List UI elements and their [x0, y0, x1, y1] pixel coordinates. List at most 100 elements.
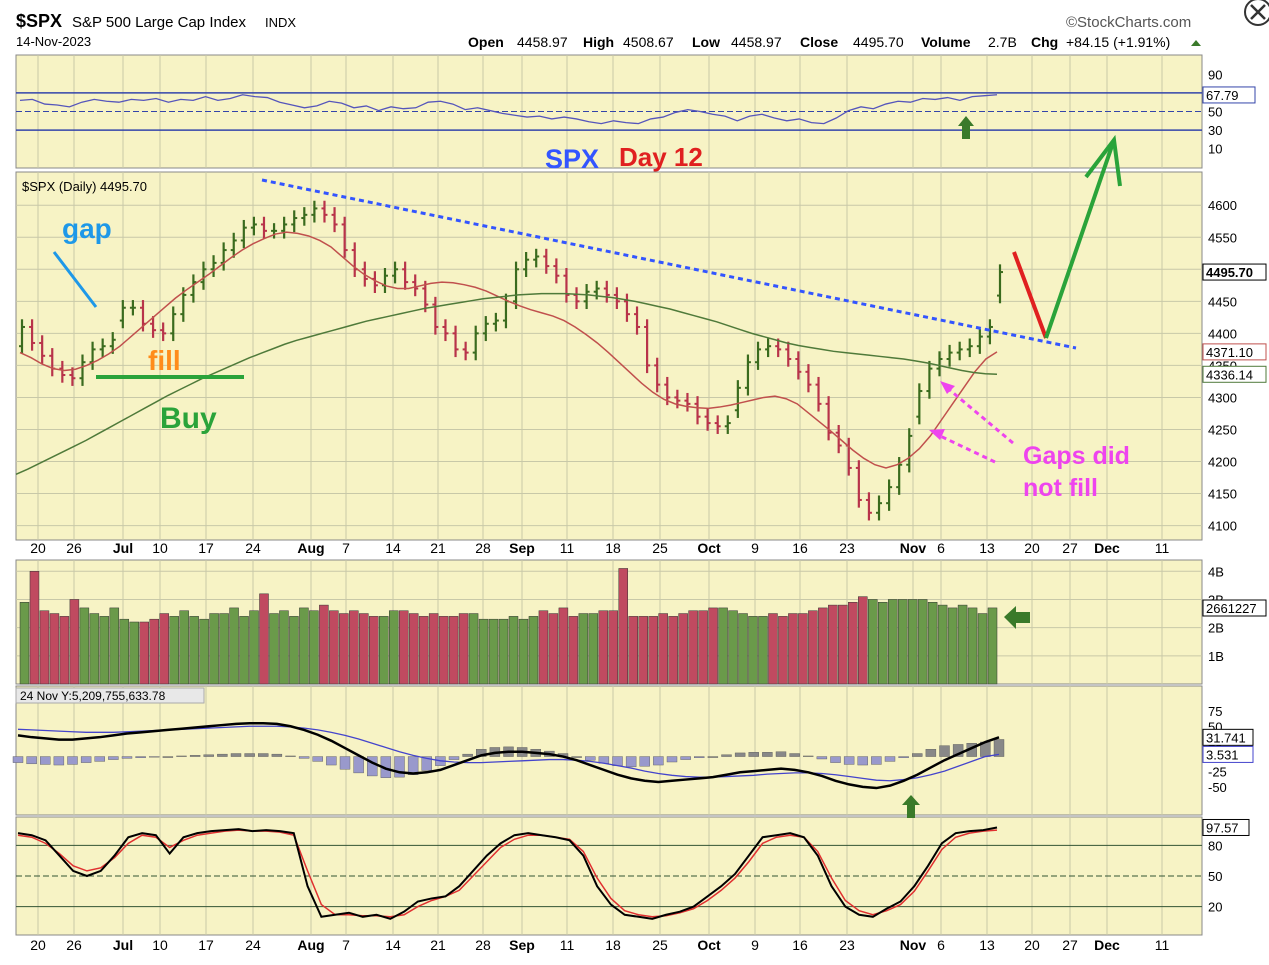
- x-tick-label: Jul: [113, 540, 133, 556]
- volume-bar: [518, 618, 529, 685]
- volume-bar: [438, 616, 449, 685]
- volume-bar: [808, 610, 818, 685]
- close-price-label: 4495.70: [1206, 265, 1253, 280]
- ohlc-bar: [69, 367, 76, 386]
- rsi-line: [19, 94, 998, 125]
- ohlc-bar: [492, 312, 499, 332]
- macd-histogram-bar: [40, 756, 51, 765]
- x-tick-label: 17: [198, 937, 214, 953]
- macd-histogram-bar: [326, 756, 337, 766]
- x-tick-label: 23: [839, 937, 855, 953]
- x-tick-label: 16: [792, 540, 808, 556]
- ohlc-bar: [785, 341, 792, 367]
- close-price-label-box: [1202, 263, 1267, 281]
- x-tick-label: 23: [839, 540, 855, 556]
- volume-bar: [159, 613, 169, 685]
- volume-label: Volume: [921, 34, 971, 50]
- volume-bar: [848, 602, 858, 685]
- volume-value-box: [1202, 599, 1267, 617]
- macd-histogram-bar: [26, 756, 37, 765]
- macd-histogram-bar: [993, 739, 1005, 757]
- panel-price: [15, 171, 1203, 541]
- x-tick-label: 18: [605, 540, 621, 556]
- ohlc-bar: [714, 415, 721, 434]
- green-arrow-head: [1084, 134, 1122, 187]
- macd-histogram-bar: [612, 756, 623, 766]
- close-icon[interactable]: [1244, 0, 1269, 26]
- ohlc-bar: [553, 258, 560, 284]
- ohlc-bar: [39, 335, 46, 364]
- macd-histogram-bar: [230, 753, 242, 757]
- macd-date-box: [15, 687, 205, 704]
- macd-histogram-bar: [12, 756, 24, 763]
- volume-bar: [179, 610, 189, 685]
- fill-annotation: fill: [148, 345, 181, 376]
- macd-histogram-bar: [898, 756, 909, 758]
- macd-tick-label: 75: [1208, 704, 1222, 719]
- ohlc-bar: [986, 319, 993, 345]
- macd-histogram-bar: [625, 756, 637, 768]
- gaps-pointer-lower: [935, 432, 996, 464]
- chg-value: +84.15 (+1.91%): [1066, 34, 1170, 50]
- macd-histogram-bar: [421, 756, 432, 771]
- volume-bar: [718, 607, 728, 685]
- volume-bar: [189, 616, 199, 685]
- ohlc-bar: [29, 319, 36, 351]
- x-tick-label: 21: [430, 540, 446, 556]
- volume-bar: [818, 607, 828, 685]
- volume-bar: [209, 613, 219, 685]
- volume-bar: [788, 613, 798, 685]
- ohlc-bar: [634, 306, 641, 335]
- price-tick-label: 4250: [1208, 422, 1237, 437]
- volume-bar: [608, 610, 619, 685]
- ohlc-bar: [200, 261, 207, 290]
- ma-fast-label-box: [1202, 343, 1267, 361]
- volume-bar: [468, 613, 479, 685]
- volume-bar: [877, 602, 888, 685]
- macd-histogram-bar: [367, 756, 378, 777]
- volume-bar: [129, 621, 140, 685]
- buy-annotation: Buy: [160, 402, 217, 435]
- ohlc-bar: [876, 495, 883, 521]
- x-tick-label: 10: [152, 937, 168, 953]
- ohlc-bar: [291, 210, 298, 233]
- annotations: gap fill Buy SPX Day 12 Gaps did not fil…: [52, 116, 1130, 818]
- ohlc-bar: [412, 274, 419, 297]
- ohlc-bar: [422, 280, 429, 313]
- x-tick-label: Dec: [1094, 937, 1120, 953]
- volume-bar: [299, 607, 309, 685]
- x-tick-label: 20: [30, 540, 46, 556]
- x-tick-label: 13: [979, 937, 995, 953]
- macd-histogram-bar: [734, 752, 746, 757]
- volume-bar: [498, 618, 509, 685]
- rsi-up-arrow-icon: [958, 116, 974, 139]
- macd-date-label: 24 Nov Y:5,209,755,633.78: [20, 689, 166, 703]
- ohlc-bar: [442, 319, 449, 342]
- ohlc-bar: [674, 389, 681, 409]
- volume-bar: [937, 604, 948, 685]
- x-tick-label: 11: [560, 540, 575, 556]
- ohlc-bar: [724, 415, 731, 434]
- volume-bar: [119, 618, 130, 685]
- x-tick-label: Aug: [297, 937, 324, 953]
- x-tick-label: 6: [937, 540, 945, 556]
- macd-histogram-bar: [830, 756, 841, 763]
- x-tick-label: 28: [475, 937, 491, 953]
- volume-tick-label: 4B: [1208, 564, 1224, 579]
- symbol-label: $SPX: [16, 11, 62, 31]
- ohlc-bar: [230, 232, 237, 258]
- volume-bar: [828, 604, 838, 685]
- volume-bar: [618, 568, 629, 685]
- volume-bar: [598, 610, 609, 685]
- volume-bar: [798, 613, 808, 685]
- volume-bar: [319, 604, 329, 685]
- macd-histogram-bar: [721, 754, 732, 757]
- ma-slow-label-box: [1202, 365, 1267, 383]
- ohlc-bar: [129, 300, 136, 316]
- ohlc-bar: [563, 268, 570, 303]
- volume-bar: [339, 613, 349, 685]
- volume-bar: [379, 616, 389, 685]
- x-tick-label: 27: [1062, 937, 1078, 953]
- ohlc-bar: [825, 396, 832, 441]
